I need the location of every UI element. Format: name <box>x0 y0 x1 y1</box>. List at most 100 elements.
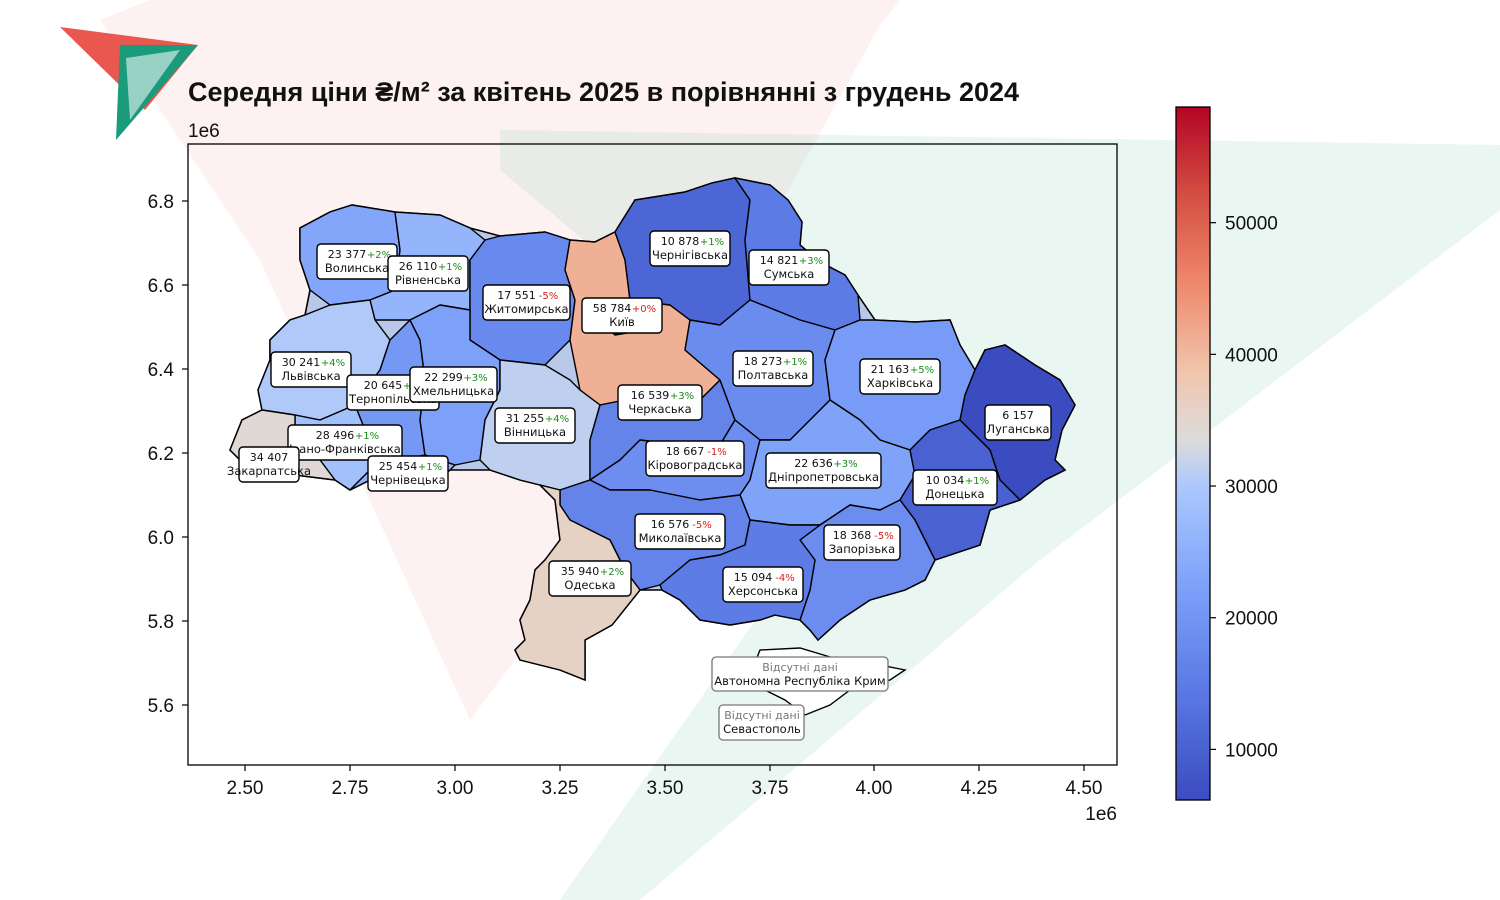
colorbar-tick-label: 10000 <box>1225 740 1278 761</box>
region-label: 23 377 +2%Волинська <box>316 243 398 280</box>
region-value: 18 368 <box>833 529 872 542</box>
region-value: 22 299 <box>424 371 463 384</box>
region-value: 26 110 <box>399 260 438 273</box>
region-label: 10 878 +1%Чернігівська <box>649 230 731 267</box>
region-name: Полтавська <box>738 368 809 382</box>
colorbar-ticks: 50000 40000 30000 20000 10000 <box>1210 214 1278 761</box>
x-tick-label: 3.25 <box>542 778 579 799</box>
region-change: -1% <box>707 447 726 458</box>
region-label: 26 110 +1%Рівненська <box>387 255 469 292</box>
region-name: Луганська <box>986 422 1049 436</box>
region-change: +4% <box>321 358 345 369</box>
region-name: Черкаська <box>628 402 691 416</box>
y-tick-label: 6.6 <box>148 276 174 297</box>
region-label: 25 454 +1%Чернівецька <box>367 455 449 492</box>
region-change: +0% <box>632 304 656 315</box>
region-label: 16 576 -5%Миколаївська <box>634 513 726 550</box>
colorbar <box>1175 106 1211 801</box>
missing-note-sevastopol: Відсутні дані <box>724 709 800 722</box>
region-label: 14 821 +3%Сумська <box>748 249 830 286</box>
missing-label-crimea: Відсутні дані Автономна Республіка Крим <box>711 656 889 692</box>
region-change: +2% <box>367 250 391 261</box>
region-change: -5% <box>874 531 893 542</box>
region-change: +1% <box>700 237 724 248</box>
region-change: +1% <box>438 262 462 273</box>
region-label: 35 940 +2%Одеська <box>548 560 632 597</box>
region-name: Чернігівська <box>652 248 728 262</box>
region-value: 58 784 <box>593 302 632 315</box>
x-tick-label: 4.25 <box>961 778 998 799</box>
region-change: -5% <box>539 291 558 302</box>
region-change: +3% <box>833 459 857 470</box>
region-name: Сумська <box>764 267 815 281</box>
colorbar-tick-label: 50000 <box>1225 214 1278 235</box>
region-labels: 23 377 +2%Волинська 26 110 +1%Рівненська17 … <box>227 230 1052 603</box>
region-label: 15 094 -4%Херсонська <box>722 566 804 603</box>
region-name: Вінницька <box>504 425 566 439</box>
plot-frame <box>187 143 1118 766</box>
region-value: 10 034 <box>926 474 965 487</box>
region-value: 6 157 <box>1002 409 1034 422</box>
region-label: 22 299 +3%Хмельницька <box>409 366 498 403</box>
region-change: +1% <box>783 357 807 368</box>
region-name: Волинська <box>325 261 389 275</box>
region-change: +3% <box>463 373 487 384</box>
region-value: 16 539 <box>631 389 670 402</box>
region-value: 22 636 <box>794 457 833 470</box>
region-value: 35 940 <box>561 565 600 578</box>
region-change: +3% <box>670 391 694 402</box>
region-change: -5% <box>692 520 711 531</box>
y-tick-label: 6.2 <box>148 444 174 465</box>
region-name: Дніпропетровська <box>768 470 879 484</box>
x-exponent: 1e6 <box>1085 804 1117 825</box>
missing-name-crimea: Автономна Республіка Крим <box>714 674 885 688</box>
region-change: +1% <box>418 462 442 473</box>
region-value: 16 576 <box>651 518 690 531</box>
region-name: Хмельницька <box>413 384 494 398</box>
x-axis-ticks: 2.50 2.75 3.00 3.25 3.50 3.75 4.00 4.25 4.50 <box>227 765 1103 799</box>
region-change: +1% <box>355 431 379 442</box>
region-label: 17 551 -5%Житомирська <box>482 284 571 321</box>
region-name: Харківська <box>867 376 933 390</box>
region-name: Житомирська <box>484 302 568 316</box>
region-label: 10 034 +1%Донецька <box>912 469 998 506</box>
y-tick-label: 6.8 <box>148 192 174 213</box>
region-label: 22 636 +3%Дніпропетровська <box>765 452 882 489</box>
region-name: Рівненська <box>395 273 461 287</box>
x-tick-label: 2.75 <box>332 778 369 799</box>
region-name: Херсонська <box>728 584 798 598</box>
region-label: 18 368 -5%Запорізька <box>823 524 901 561</box>
region-value: 15 094 <box>734 571 773 584</box>
region-label: 30 241 +4%Львівська <box>270 351 352 388</box>
region-value: 25 454 <box>379 460 418 473</box>
y-exponent: 1e6 <box>188 121 220 142</box>
region-value: 28 496 <box>316 429 355 442</box>
x-tick-label: 4.50 <box>1066 778 1103 799</box>
region-value: 18 667 <box>666 445 705 458</box>
region-label: 18 273 +1%Полтавська <box>732 350 814 387</box>
missing-label-sevastopol: Відсутні дані Севастополь <box>718 704 805 741</box>
region-value: 31 255 <box>506 412 545 425</box>
region-name: Миколаївська <box>639 531 722 545</box>
x-tick-label: 4.00 <box>856 778 893 799</box>
colorbar-tick-label: 40000 <box>1225 345 1278 366</box>
region-name: Київ <box>609 315 635 329</box>
x-tick-label: 3.75 <box>752 778 789 799</box>
region-label: 21 163 +5%Харківська <box>859 358 941 395</box>
region-name: Чернівецька <box>370 473 445 487</box>
region-value: 20 645 <box>364 379 403 392</box>
region-name: Донецька <box>925 487 984 501</box>
region-name: Івано-Франківська <box>289 442 401 456</box>
region-label: 28 496 +1%Івано-Франківська <box>287 424 403 461</box>
x-tick-label: 3.50 <box>647 778 684 799</box>
region-label: 18 667 -1%Кіровоградська <box>645 440 745 477</box>
region-value: 23 377 <box>328 248 367 261</box>
y-tick-label: 5.6 <box>148 696 174 717</box>
region-name: Кіровоградська <box>648 458 743 472</box>
missing-note-crimea: Відсутні дані <box>762 661 838 674</box>
colorbar-tick-label: 20000 <box>1225 609 1278 630</box>
region-name: Запорізька <box>829 542 895 556</box>
region-change: +1% <box>965 476 989 487</box>
